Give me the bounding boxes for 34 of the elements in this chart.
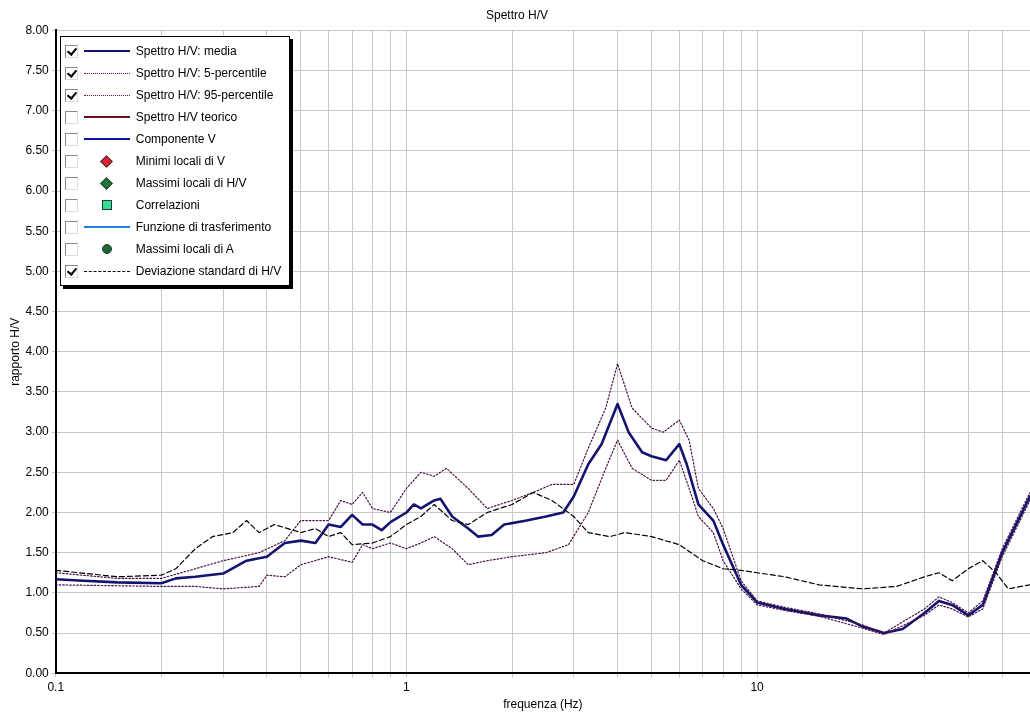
x-tick-label: 10 bbox=[750, 679, 765, 694]
legend-label: Spettro H/V teorico bbox=[135, 110, 238, 125]
chart-title: Spettro H/V bbox=[485, 7, 549, 22]
y-tick-label: 3.00 bbox=[25, 424, 50, 439]
x-axis-title: frequenza (Hz) bbox=[503, 697, 583, 712]
legend-label: Correlazioni bbox=[135, 198, 200, 213]
y-tick-label: 2.50 bbox=[25, 464, 50, 479]
y-tick-label: 7.00 bbox=[25, 103, 50, 118]
y-tick-label: 5.00 bbox=[25, 263, 50, 278]
y-tick-label: 5.50 bbox=[25, 223, 50, 238]
x-tick-label: 1 bbox=[403, 679, 411, 694]
legend-label: Funzione di trasferimento bbox=[135, 220, 272, 235]
legend-label: Spettro H/V: 5-percentile bbox=[135, 66, 267, 81]
y-tick-label: 2.00 bbox=[25, 504, 50, 519]
y-tick-label: 6.50 bbox=[25, 143, 50, 158]
y-tick-label: 4.50 bbox=[25, 303, 50, 318]
y-tick-label: 4.00 bbox=[25, 344, 50, 359]
y-tick-label: 8.00 bbox=[25, 22, 50, 37]
y-tick-label: 3.50 bbox=[25, 384, 50, 399]
legend-label: Spettro H/V: media bbox=[135, 44, 237, 59]
legend-label: Massimi locali di H/V bbox=[135, 176, 247, 191]
legend-label: Deviazione standard di H/V bbox=[135, 264, 282, 279]
y-tick-label: 6.00 bbox=[25, 183, 50, 198]
y-tick-label: 1.00 bbox=[25, 585, 50, 600]
legend-label: Massimi locali di A bbox=[135, 242, 234, 257]
legend-label: Componente V bbox=[135, 132, 216, 147]
x-tick-label: 0.1 bbox=[47, 679, 65, 694]
y-tick-label: 1.50 bbox=[25, 544, 50, 559]
y-tick-label: 7.50 bbox=[25, 62, 50, 77]
y-tick-label: 0.50 bbox=[25, 625, 50, 640]
y-axis-title: rapporto H/V bbox=[7, 317, 22, 386]
legend-label: Minimi locali di V bbox=[135, 154, 226, 169]
y-tick-label: 0.00 bbox=[25, 665, 50, 680]
legend-label: Spettro H/V: 95-percentile bbox=[135, 88, 274, 103]
